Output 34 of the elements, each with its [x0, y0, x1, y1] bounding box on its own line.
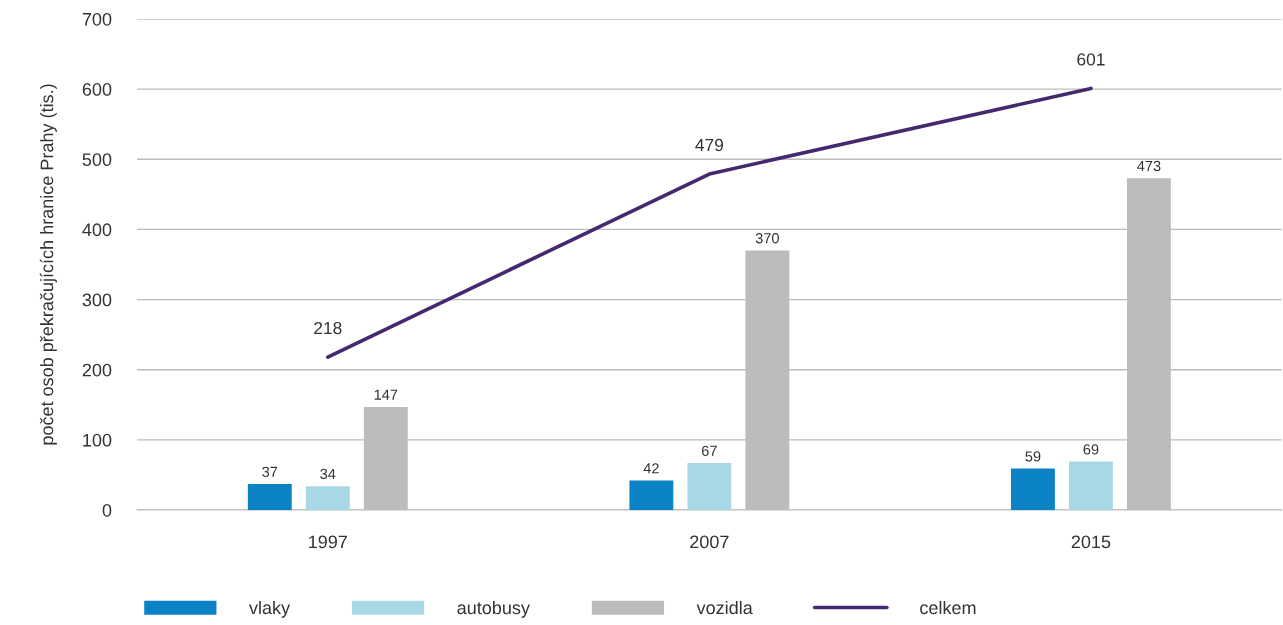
data-label: 34: [320, 468, 336, 480]
bar: [1068, 461, 1113, 510]
bar: [305, 486, 350, 510]
y-tick-label: 100: [83, 433, 112, 447]
legend-label: autobusy: [457, 600, 530, 618]
y-tick-label: 300: [82, 293, 112, 307]
bar: [687, 463, 732, 510]
data-label: 479: [695, 138, 724, 152]
data-label: 69: [1083, 444, 1099, 455]
y-tick-label: 500: [82, 153, 112, 167]
data-label: 37: [262, 466, 278, 477]
bar: [1010, 468, 1055, 510]
bar: [247, 484, 292, 510]
data-label: 67: [701, 445, 717, 456]
data-label: 473: [1137, 160, 1161, 172]
data-label: 601: [1077, 53, 1105, 66]
y-tick-label: 700: [82, 12, 112, 26]
data-label: 370: [755, 233, 779, 244]
data-label: 59: [1025, 451, 1041, 462]
y-tick-label: 200: [82, 363, 112, 377]
x-tick-label: 2007: [690, 535, 729, 549]
y-axis-title: počet osob překračujících hranice Prahy (tis.): [39, 84, 57, 445]
data-label: 42: [643, 463, 659, 474]
legend-label: vlaky: [249, 600, 291, 618]
x-tick-label: 2015: [1071, 535, 1111, 549]
y-tick-label: 600: [82, 83, 112, 96]
legend-label: celkem: [920, 600, 976, 615]
data-label: 147: [374, 389, 398, 400]
y-tick-label: 0: [102, 503, 112, 517]
data-label: 218: [314, 321, 342, 335]
y-tick-label: 400: [82, 223, 112, 237]
legend-label: vozidla: [696, 600, 753, 615]
bar: [629, 480, 674, 510]
x-tick-label: 1997: [309, 535, 347, 549]
